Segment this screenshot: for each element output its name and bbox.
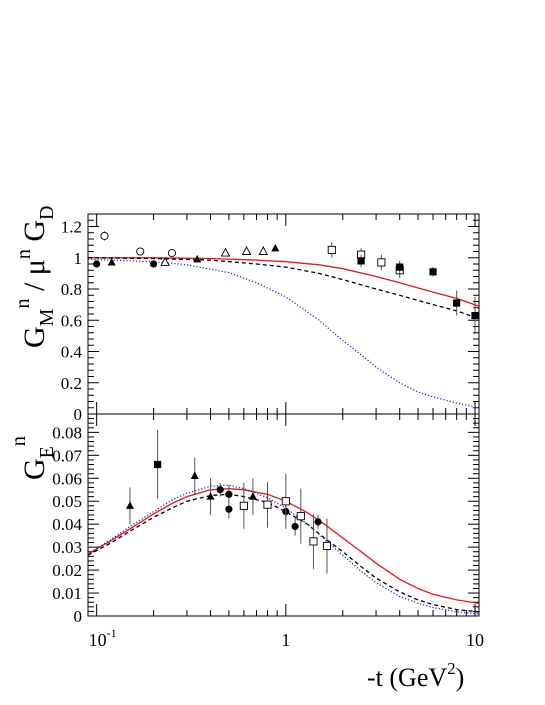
data-point [396, 263, 404, 271]
curve-solid [88, 257, 479, 307]
data-point [136, 247, 145, 256]
data-point [150, 260, 158, 268]
data-point [429, 268, 437, 276]
data-point [327, 245, 336, 254]
y-tick-label: 0.06 [52, 469, 82, 488]
y-tick-label: 0.04 [52, 515, 82, 534]
x-tick-label: 1 [281, 630, 290, 650]
data-point [93, 260, 101, 268]
x-axis-label: -t (GeV2) [367, 659, 464, 692]
data-point [206, 492, 215, 500]
x-tick-label: 10-1 [89, 626, 117, 650]
data-point [263, 500, 272, 509]
y-tick-label: 0.05 [52, 492, 82, 511]
data-point [309, 537, 318, 546]
electric-form-factor-panel: 0 0.01 0.02 0.03 0.04 0.05 0.06 0.07 0.08 10-1 1 10 [52, 413, 484, 650]
data-point [281, 497, 290, 506]
data-point [160, 256, 170, 266]
y-tick-label: 0.07 [52, 446, 82, 465]
data-point [239, 501, 248, 510]
y-tick-label: 1.2 [61, 218, 82, 237]
x-tick-label: 10 [466, 630, 484, 650]
svg-text:GMn / μn GD: GMn / μn GD [12, 205, 58, 348]
data-point [241, 246, 252, 255]
data-point [220, 247, 231, 257]
y-tick-label: 0.6 [61, 311, 82, 330]
curve-dotted [88, 258, 479, 409]
data-point [225, 505, 233, 513]
y-tick-label: 0.02 [52, 561, 82, 580]
data-point [225, 490, 233, 498]
data-point [357, 257, 365, 265]
data-point [167, 249, 176, 258]
data-point [190, 471, 199, 479]
data-point [125, 501, 134, 509]
y-tick-label: 0.4 [61, 343, 83, 362]
y-tick-label: 0 [74, 607, 83, 626]
magnetic-form-factor-panel: 0 0.2 0.4 0.6 0.8 1 1.2 [61, 213, 480, 424]
data-point [154, 460, 162, 469]
data-point [258, 246, 269, 255]
y-tick-label: 0.2 [61, 374, 82, 393]
y-tick-label: 0.03 [52, 538, 82, 557]
plot-frame [87, 413, 480, 617]
data-point [193, 254, 202, 263]
svg-text:-t (GeV2): -t (GeV2) [367, 659, 464, 692]
data-point [107, 257, 116, 266]
data-point [216, 486, 224, 494]
data-point [322, 541, 332, 551]
bottom-y-axis-label: GEn [8, 436, 58, 480]
data-point [100, 231, 109, 240]
plot-frame [87, 213, 480, 415]
y-tick-label: 0.8 [61, 280, 82, 299]
curve-dashed [88, 257, 479, 320]
y-tick-label: 0.01 [52, 584, 82, 603]
svg-text:GEn: GEn [8, 436, 58, 480]
data-point [377, 258, 386, 267]
data-point [314, 518, 322, 526]
top-y-axis-label: GMn / μn GD [12, 205, 58, 348]
y-tick-label: 0 [74, 405, 83, 424]
data-point [248, 492, 257, 500]
data-point [271, 243, 280, 252]
data-point [296, 512, 305, 521]
y-tick-label: 0.08 [52, 423, 82, 442]
data-point [453, 299, 461, 307]
data-point [291, 522, 299, 531]
data-point [471, 311, 479, 320]
y-tick-label: 1 [74, 249, 83, 268]
curve-solid [88, 487, 479, 605]
